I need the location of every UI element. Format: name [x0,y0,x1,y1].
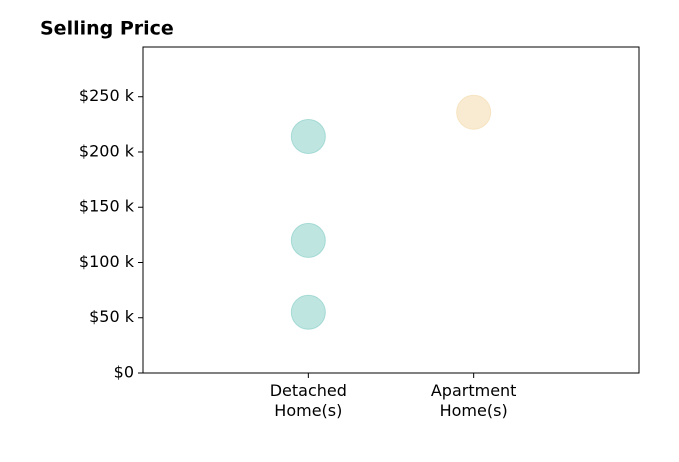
y-tick-label: $100 k [79,252,135,271]
y-tick-label: $150 k [79,197,135,216]
y-tick-label: $50 k [89,307,135,326]
point [290,119,326,155]
point [290,222,326,258]
y-tick-label: $0 [114,363,134,382]
y-tick-label: $200 k [79,141,135,160]
plot-frame [142,46,640,374]
x-tick-label: Detached Home(s) [269,381,347,420]
chart-title: Selling Price [40,18,174,40]
point [456,94,492,130]
x-tick-label: Apartment Home(s) [430,381,517,420]
point [290,294,326,330]
y-tick-label: $250 k [79,86,135,105]
